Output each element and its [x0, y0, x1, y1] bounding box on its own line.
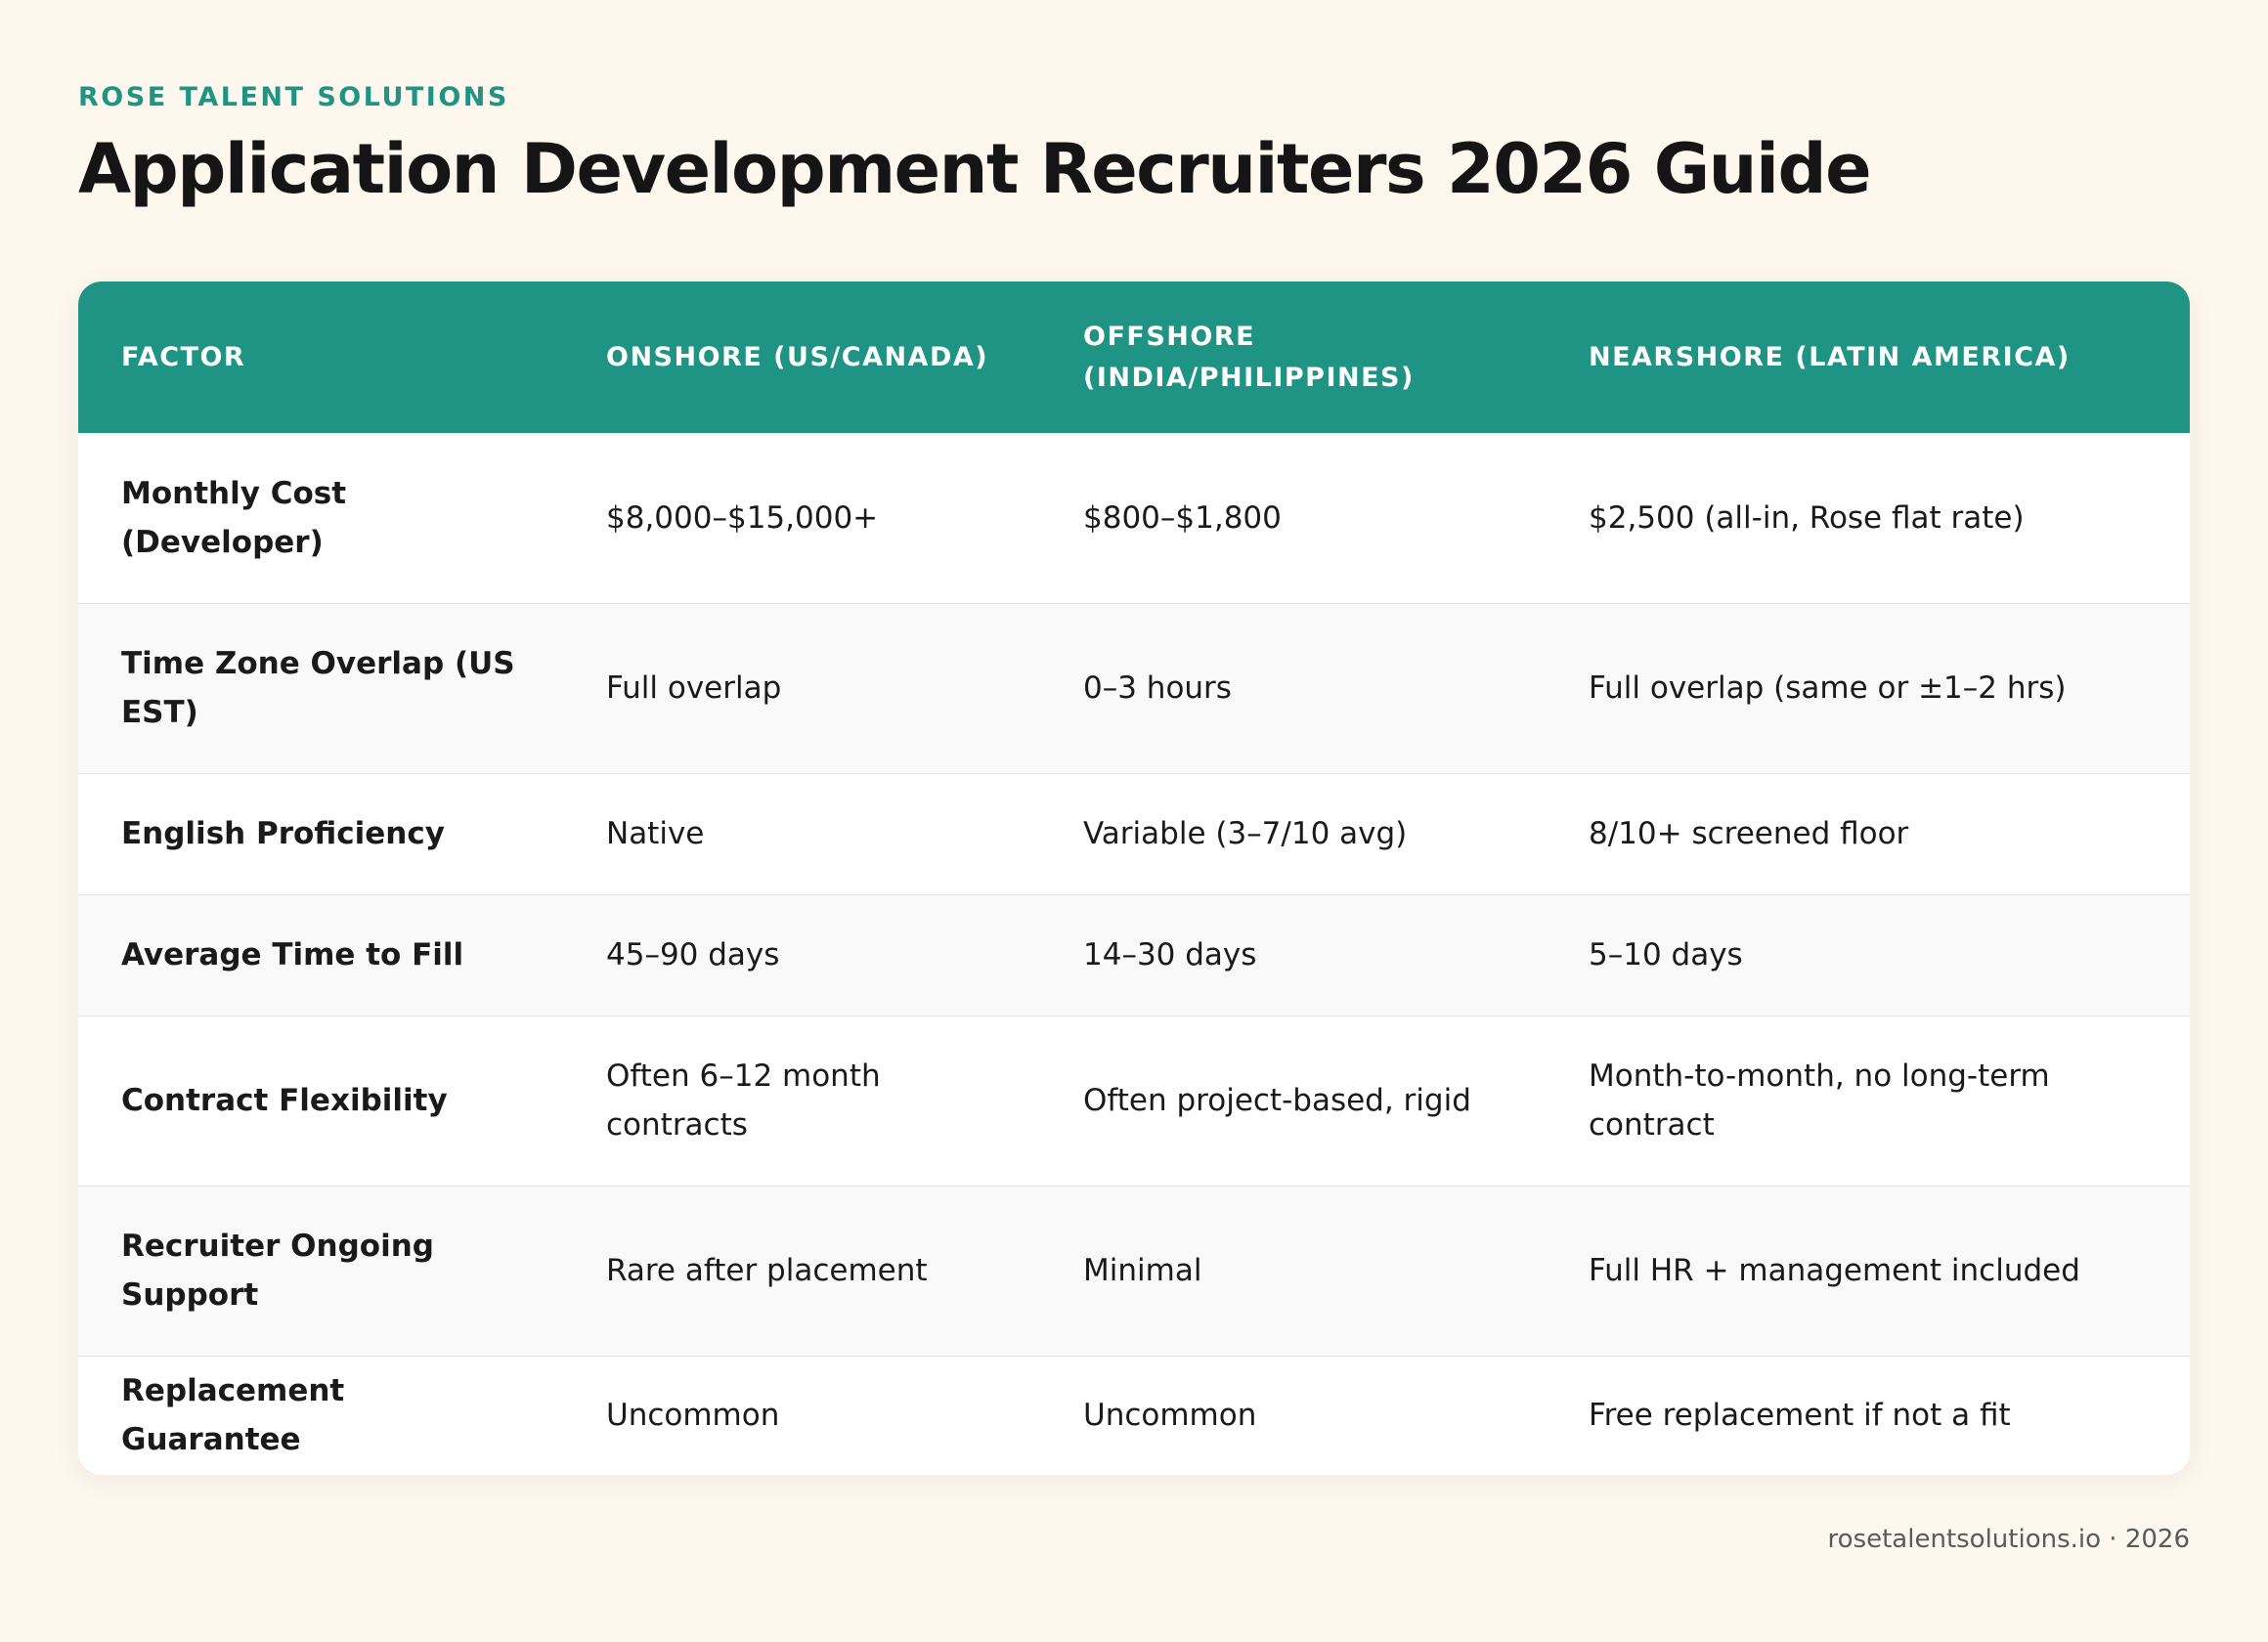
- onshore-cell: $8,000–$15,000+: [606, 499, 879, 536]
- comparison-table: FACTOR ONSHORE (US/CANADA) OFFSHORE (IND…: [78, 281, 2190, 1475]
- offshore-cell: 14–30 days: [1083, 937, 1257, 972]
- onshore-cell: 45–90 days: [606, 937, 780, 972]
- table-row: English Proficiency Native Variable (3–7…: [78, 773, 2190, 894]
- factor-cell: Contract Flexibility: [121, 1083, 448, 1118]
- footer-source: rosetalentsolutions.io · 2026: [1827, 1525, 2190, 1554]
- offshore-cell: 0–3 hours: [1083, 670, 1232, 706]
- table-row: Recruiter Ongoing Support Rare after pla…: [78, 1186, 2190, 1356]
- nearshore-cell: Full HR + management included: [1589, 1253, 2080, 1288]
- offshore-cell: Uncommon: [1083, 1398, 1257, 1434]
- factor-cell: English Proficiency: [121, 816, 445, 851]
- nearshore-cell: Free replacement if not a fit: [1589, 1398, 2011, 1434]
- table-row: Average Time to Fill 45–90 days 14–30 da…: [78, 894, 2190, 1015]
- factor-cell: Time Zone Overlap (US EST): [121, 646, 515, 730]
- table-row: Monthly Cost (Developer) $8,000–$15,000+…: [78, 433, 2190, 603]
- column-header-onshore: ONSHORE (US/CANADA): [606, 341, 989, 372]
- table-body: Monthly Cost (Developer) $8,000–$15,000+…: [78, 433, 2190, 1475]
- factor-cell: Replacement Guarantee: [121, 1373, 345, 1458]
- column-header-offshore: OFFSHORE (INDIA/PHILIPPINES): [1083, 321, 1415, 393]
- onshore-cell: Native: [606, 816, 705, 851]
- onshore-cell: Uncommon: [606, 1398, 780, 1434]
- table-header: FACTOR ONSHORE (US/CANADA) OFFSHORE (IND…: [78, 281, 2190, 433]
- offshore-cell: Often project-based, rigid: [1083, 1083, 1471, 1118]
- page-title: Application Development Recruiters 2026 …: [78, 129, 1872, 209]
- brand-label: ROSE TALENT SOLUTIONS: [78, 82, 509, 112]
- table-row: Contract Flexibility Often 6–12 month co…: [78, 1015, 2190, 1186]
- nearshore-cell: $2,500 (all-in, Rose flat rate): [1589, 499, 2025, 536]
- nearshore-cell: 5–10 days: [1589, 937, 1743, 972]
- offshore-cell: $800–$1,800: [1083, 499, 1282, 536]
- table-header-row: FACTOR ONSHORE (US/CANADA) OFFSHORE (IND…: [78, 281, 2190, 433]
- onshore-cell: Rare after placement: [606, 1253, 928, 1288]
- table-row: Time Zone Overlap (US EST) Full overlap …: [78, 603, 2190, 773]
- onshore-cell: Often 6–12 month contracts: [606, 1059, 881, 1143]
- table-row: Replacement Guarantee Uncommon Uncommon …: [78, 1356, 2190, 1475]
- offshore-cell: Minimal: [1083, 1253, 1202, 1288]
- factor-cell: Average Time to Fill: [121, 937, 464, 972]
- column-header-factor: FACTOR: [121, 341, 246, 372]
- nearshore-cell: Month-to-month, no long-term contract: [1589, 1059, 2050, 1143]
- factor-cell: Monthly Cost (Developer): [121, 475, 347, 560]
- offshore-cell: Variable (3–7/10 avg): [1083, 816, 1408, 851]
- nearshore-cell: 8/10+ screened floor: [1589, 816, 1909, 851]
- onshore-cell: Full overlap: [606, 670, 782, 706]
- comparison-table-card: FACTOR ONSHORE (US/CANADA) OFFSHORE (IND…: [78, 281, 2190, 1475]
- nearshore-cell: Full overlap (same or ±1–2 hrs): [1589, 670, 2067, 706]
- factor-cell: Recruiter Ongoing Support: [121, 1229, 434, 1313]
- column-header-nearshore: NEARSHORE (LATIN AMERICA): [1589, 341, 2071, 372]
